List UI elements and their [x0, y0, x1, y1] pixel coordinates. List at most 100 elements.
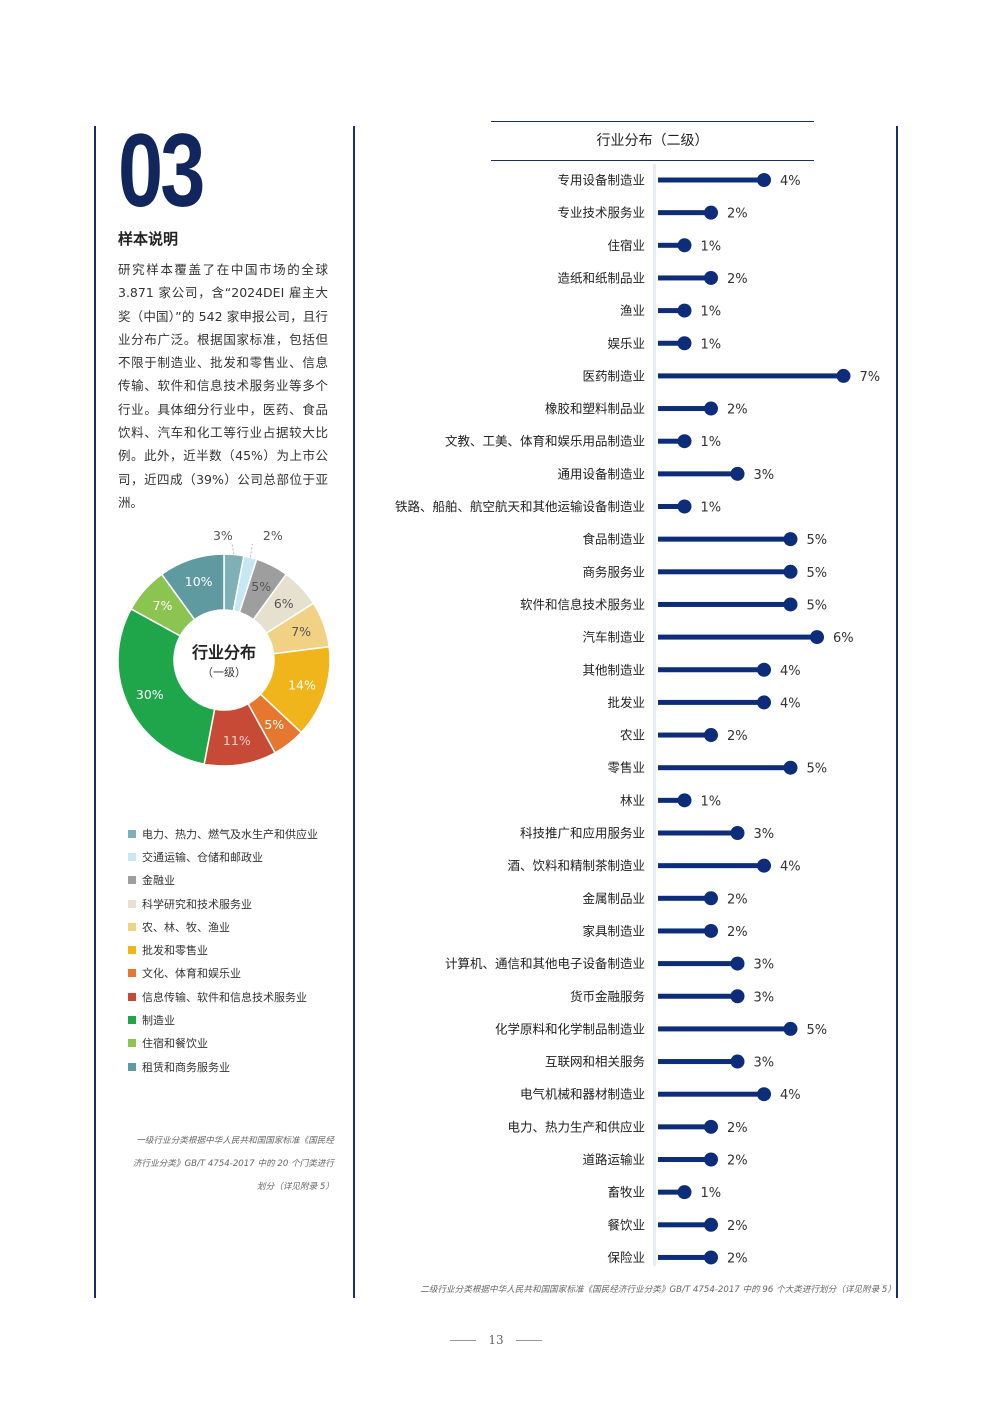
donut-slice-label: 2% [263, 528, 283, 543]
column-divider-rule [353, 126, 355, 1298]
bar-value-label: 4% [780, 1088, 801, 1103]
bar-value-label: 5% [807, 1023, 828, 1038]
donut-chart: 3% 2% 5% 6% 7% 14% 5% 11% 30% 7% 10% 行业分布 （一级） [100, 522, 350, 782]
legend-item: 批发和零售业 [128, 938, 318, 961]
legend-item: 租赁和商务服务业 [128, 1055, 318, 1078]
bar-value-label: 2% [727, 1219, 748, 1234]
bar-category-label: 其他制造业 [582, 662, 645, 677]
bar-category-label: 食品制造业 [582, 532, 645, 547]
bar-end-dot [757, 1087, 771, 1102]
legend-label: 信息传输、软件和信息技术服务业 [142, 990, 307, 1004]
legend-item: 科学研究和技术服务业 [128, 892, 318, 915]
bar-category-label: 电气机械和器材制造业 [520, 1087, 645, 1102]
bar-end-dot [704, 1119, 718, 1134]
bar-value-label: 1% [701, 337, 722, 352]
bar-category-label: 渔业 [620, 303, 645, 318]
bar [658, 210, 711, 216]
bar-value-label: 3% [754, 1056, 775, 1071]
bar-value-label: 3% [754, 990, 775, 1005]
bar-value-label: 1% [701, 501, 722, 516]
bar [658, 406, 711, 412]
section-number: 03 [118, 120, 205, 216]
bar [658, 340, 685, 346]
bar [658, 634, 817, 640]
bar-end-dot [783, 760, 798, 775]
bar-end-dot [704, 891, 718, 906]
bar-category-label: 互联网和相关服务 [545, 1054, 645, 1069]
donut-slice-label: 6% [274, 596, 294, 611]
bar-end-dot [677, 434, 692, 449]
bar-end-dot [836, 368, 851, 383]
legend-label: 金融业 [142, 874, 175, 888]
legend-item: 文化、体育和娱乐业 [128, 962, 318, 985]
bar [658, 895, 711, 901]
bar [658, 177, 764, 183]
donut-slice [117, 607, 216, 765]
bar-category-label: 电力、热力生产和供应业 [507, 1119, 645, 1134]
bar-category-label: 畜牧业 [607, 1185, 645, 1200]
donut-slice-label: 10% [185, 574, 213, 589]
bar-end-dot [757, 858, 771, 873]
bar [658, 308, 685, 314]
bar [658, 699, 764, 705]
bar [658, 536, 791, 542]
donut-leader-line [249, 543, 253, 558]
bar-category-label: 汽车制造业 [582, 630, 645, 645]
bar-value-label: 4% [780, 174, 801, 189]
bar [658, 471, 738, 477]
legend-swatch [128, 1039, 136, 1048]
bar-value-label: 5% [807, 762, 828, 777]
bar-end-dot [783, 597, 798, 612]
bar-category-label: 计算机、通信和其他电子设备制造业 [445, 956, 645, 971]
bar-chart: 专用设备制造业 4% 专业技术服务业 2% 住宿业 1% 造纸和纸制品业 2% 渔业 1% 娱乐业 1… [395, 164, 880, 1266]
bar-end-dot [757, 662, 771, 677]
bar-end-dot [677, 1185, 692, 1200]
donut-legend: 电力、热力、燃气及水生产和供应业 交通运输、仓储和邮政业 金融业 科学研究和技术服务业… [128, 822, 318, 1078]
bar-category-label: 农业 [620, 728, 645, 743]
donut-slice-label: 7% [153, 598, 173, 613]
bar-end-dot [730, 466, 745, 481]
bar-end-dot [730, 1054, 745, 1069]
bar-category-label: 铁路、船舶、航空航天和其他运输设备制造业 [395, 499, 645, 514]
bar [658, 667, 764, 673]
donut-center-subtitle: （一级） [202, 666, 246, 679]
bar-value-label: 1% [701, 305, 722, 320]
bar-value-label: 2% [727, 1121, 748, 1136]
bar-end-dot [783, 1021, 798, 1036]
legend-item: 住宿和餐饮业 [128, 1032, 318, 1055]
bar-category-label: 通用设备制造业 [557, 466, 645, 481]
bar-category-label: 文教、工美、体育和娱乐用品制造业 [445, 434, 645, 449]
bar-value-label: 2% [727, 892, 748, 907]
bar [658, 993, 738, 999]
bar-value-label: 3% [754, 827, 775, 842]
bar-end-dot [810, 630, 824, 645]
bar-value-label: 3% [754, 468, 775, 483]
bar-category-label: 软件和信息技术服务业 [520, 597, 645, 612]
bar-value-label: 1% [701, 1186, 722, 1201]
bar [658, 1254, 711, 1260]
bar-value-label: 5% [807, 533, 828, 548]
bar-category-label: 零售业 [607, 760, 645, 775]
legend-swatch [128, 992, 136, 1001]
bar-category-label: 保险业 [607, 1250, 645, 1265]
intro-paragraph: 研究样本覆盖了在中国市场的全球3.871 家公司，含“2024DEI 雇主大奖（… [118, 262, 328, 510]
bar-value-label: 6% [833, 631, 854, 646]
bar-end-dot [704, 401, 718, 416]
legend-item: 交通运输、仓储和邮政业 [128, 845, 318, 868]
legend-item: 金融业 [128, 869, 318, 892]
bar-value-label: 2% [727, 1251, 748, 1266]
legend-swatch [128, 876, 136, 885]
legend-swatch [128, 922, 136, 931]
bar-value-label: 2% [727, 272, 748, 287]
bar-value-label: 5% [807, 598, 828, 613]
legend-label: 制造业 [142, 1014, 175, 1028]
footer-dash-left [450, 1340, 477, 1341]
bar-end-dot [730, 956, 745, 971]
bar-end-dot [677, 499, 692, 514]
donut-slice-label: 5% [264, 717, 284, 732]
legend-item: 信息传输、软件和信息技术服务业 [128, 985, 318, 1008]
bar-end-dot [677, 793, 692, 808]
donut-slice-label: 5% [251, 579, 271, 594]
donut-slice-label: 7% [291, 624, 311, 639]
bar-end-dot [704, 205, 718, 220]
